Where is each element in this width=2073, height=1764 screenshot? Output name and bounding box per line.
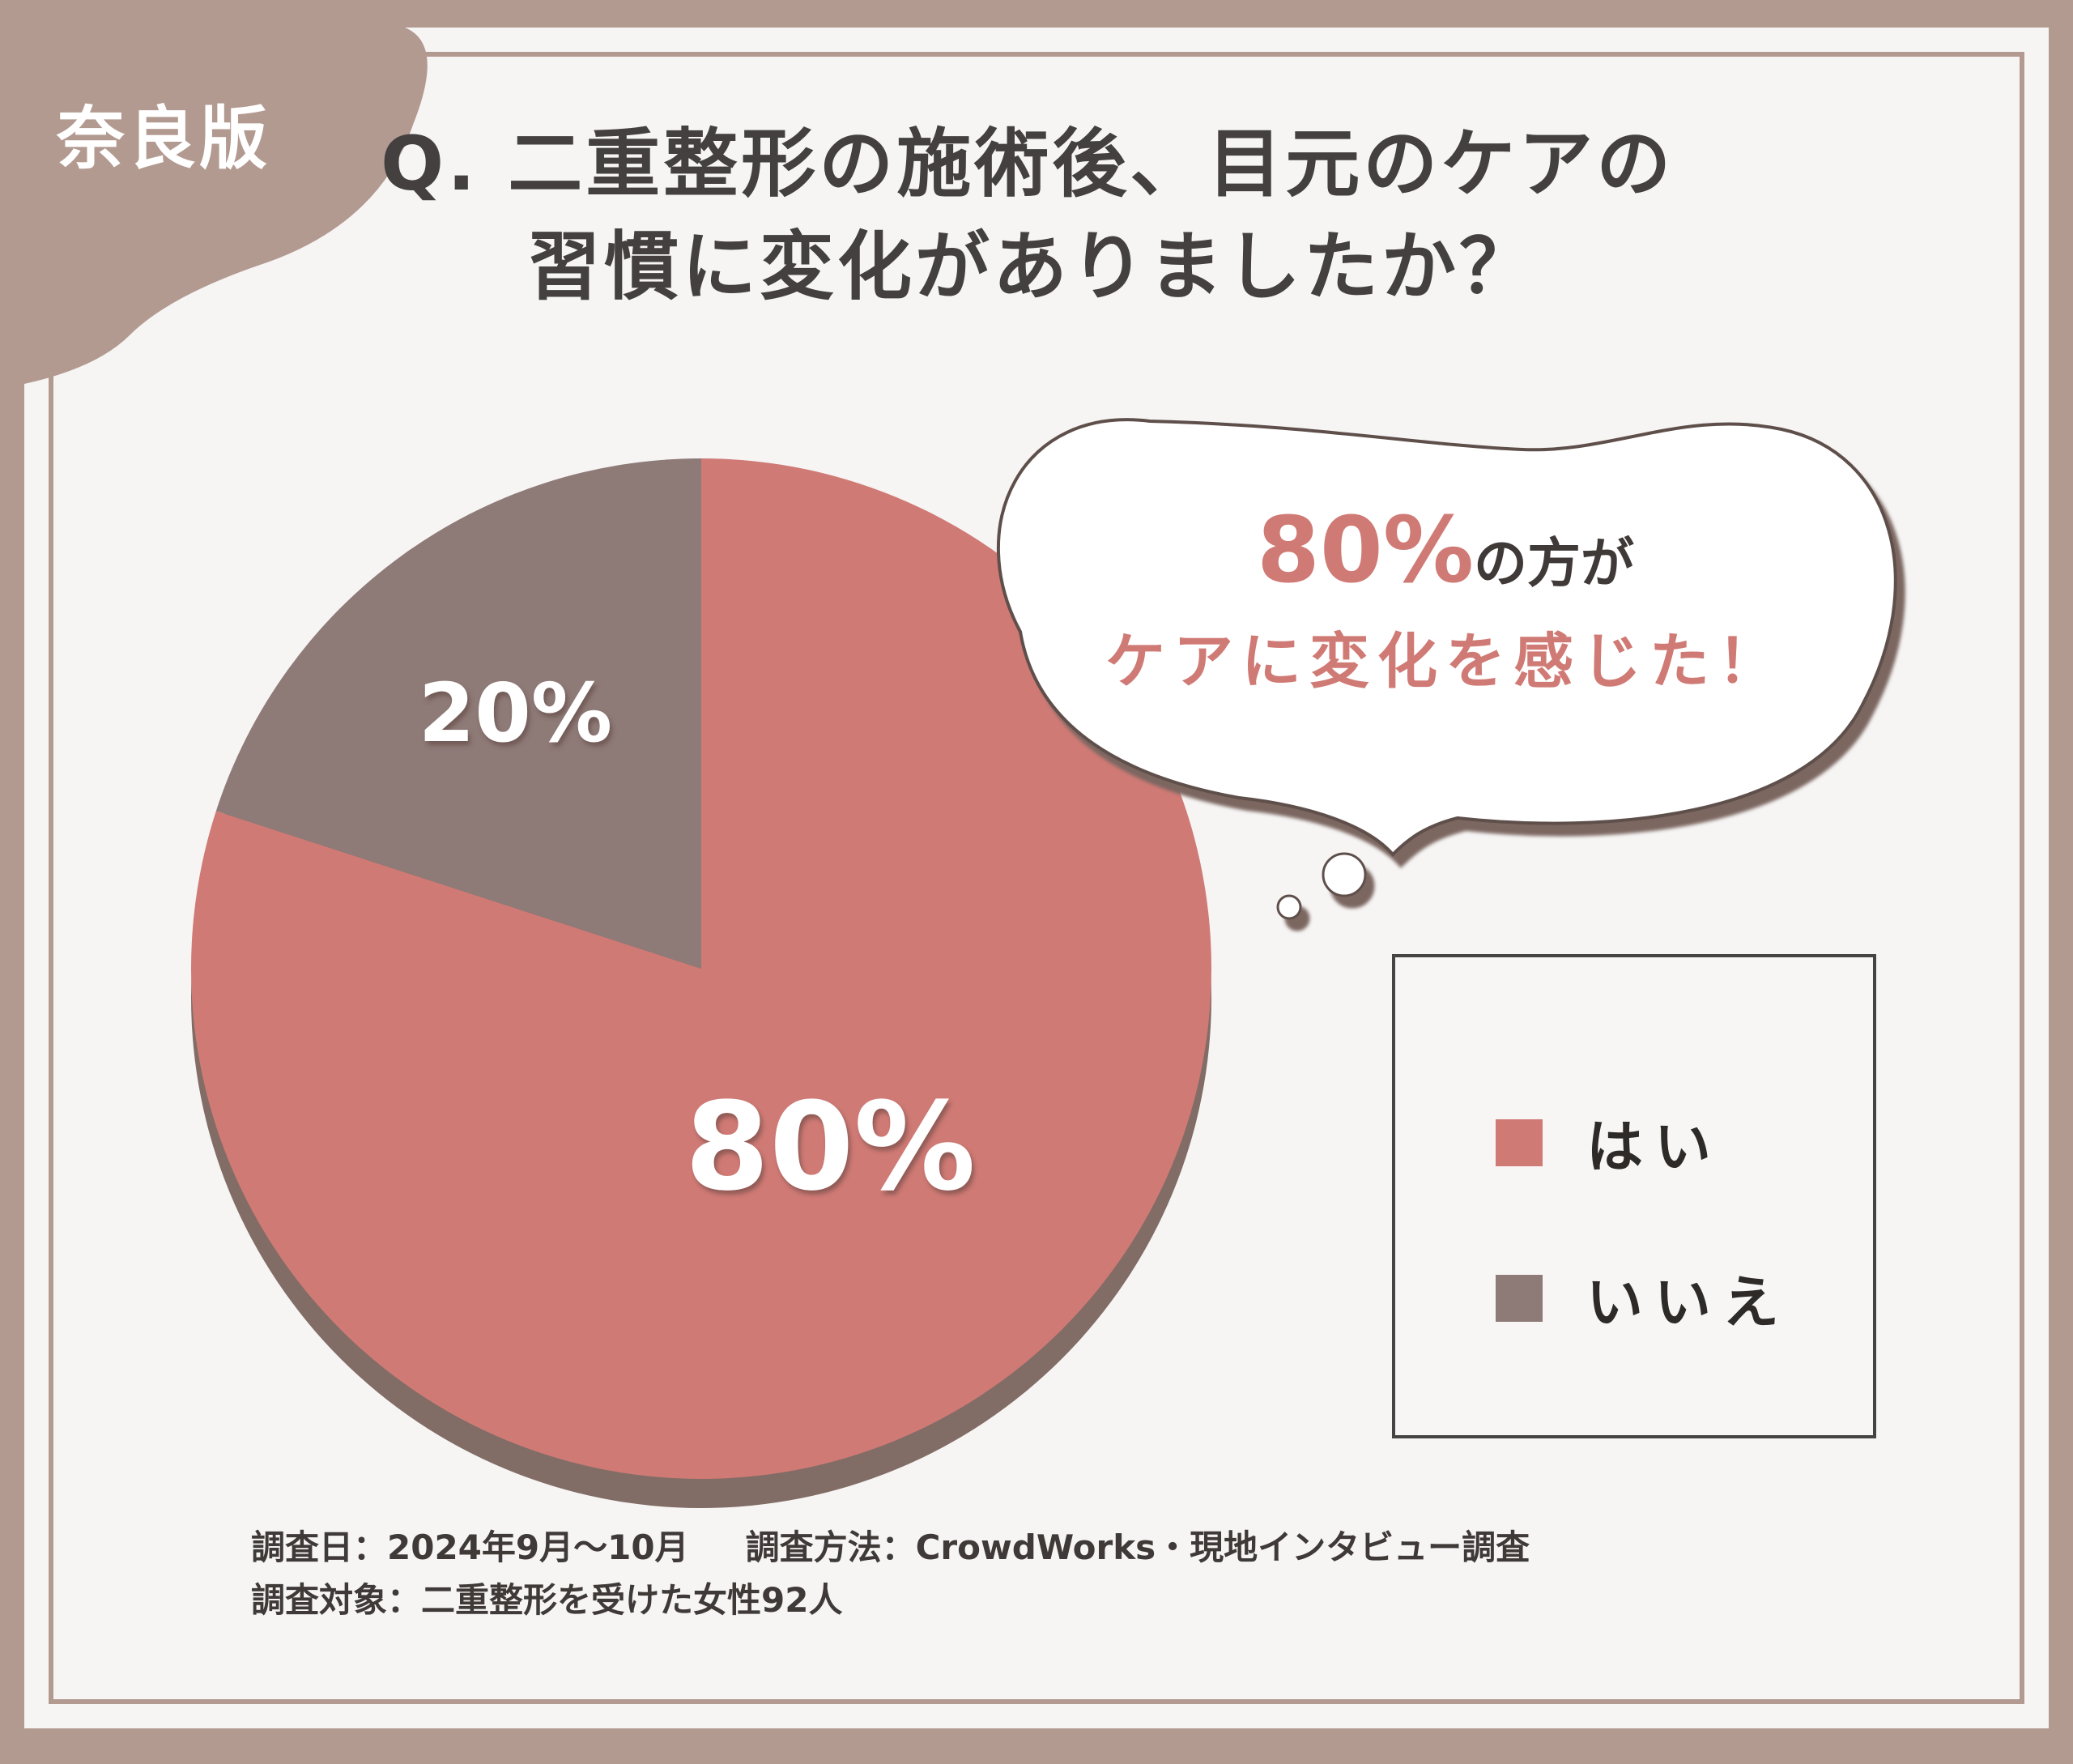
thought-bubble: [996, 418, 1897, 920]
question-line-2: 習慣に変化がありましたか？: [526, 223, 1538, 310]
survey-footer-row-1: 調査日：2024年9月〜10月 調査方法：CrowdWorks・現地インタビュー調…: [251, 1521, 1871, 1574]
thought-bubble-cloud: [996, 418, 1897, 857]
legend-item-yes: はい: [1496, 1101, 1722, 1183]
survey-footer-row-2: 調査対象：二重整形を受けた女性92人: [251, 1574, 1871, 1626]
survey-method: 調査方法：CrowdWorks・現地インタビュー調査: [745, 1528, 1530, 1567]
legend-swatch-no: [1496, 1274, 1543, 1322]
inner-frame: [49, 52, 2024, 1704]
callout-line-2: ケアに変化を感じた！: [1105, 627, 1786, 697]
legend-label-yes: はい: [1586, 1114, 1722, 1180]
pie-chart: 80% 20%: [191, 458, 1212, 1508]
survey-footer: 調査日：2024年9月〜10月 調査方法：CrowdWorks・現地インタビュー調…: [251, 1521, 1871, 1626]
legend-label-no: いいえ: [1586, 1269, 1790, 1336]
question-line-1: Q. 二重整形の施術後、目元のケアの: [381, 121, 1675, 207]
callout-line-1-rest: の方が: [1474, 532, 1634, 594]
question-title: Q. 二重整形の施術後、目元のケアの 習慣に変化がありましたか？: [381, 113, 1960, 319]
thought-bubble-dot-large: [1322, 852, 1367, 897]
callout-line-1: 80%の方が: [1257, 498, 1634, 603]
chart-legend: はい いいえ: [1392, 954, 1876, 1438]
region-tag: 奈良版: [57, 99, 271, 178]
thought-bubble-dot-small: [1276, 894, 1302, 920]
corner-tag-shape: [24, 28, 428, 384]
pie-data-label-no: 20%: [419, 666, 612, 761]
pie-slice-no: [215, 458, 702, 969]
legend-swatch-yes: [1496, 1118, 1543, 1166]
pie-data-label-yes: 80%: [685, 1077, 976, 1218]
survey-date: 調査日：2024年9月〜10月: [251, 1528, 689, 1567]
callout-percent: 80%: [1257, 498, 1474, 603]
survey-target: 調査対象：二重整形を受けた女性92人: [251, 1580, 843, 1621]
legend-item-no: いいえ: [1496, 1257, 1790, 1339]
